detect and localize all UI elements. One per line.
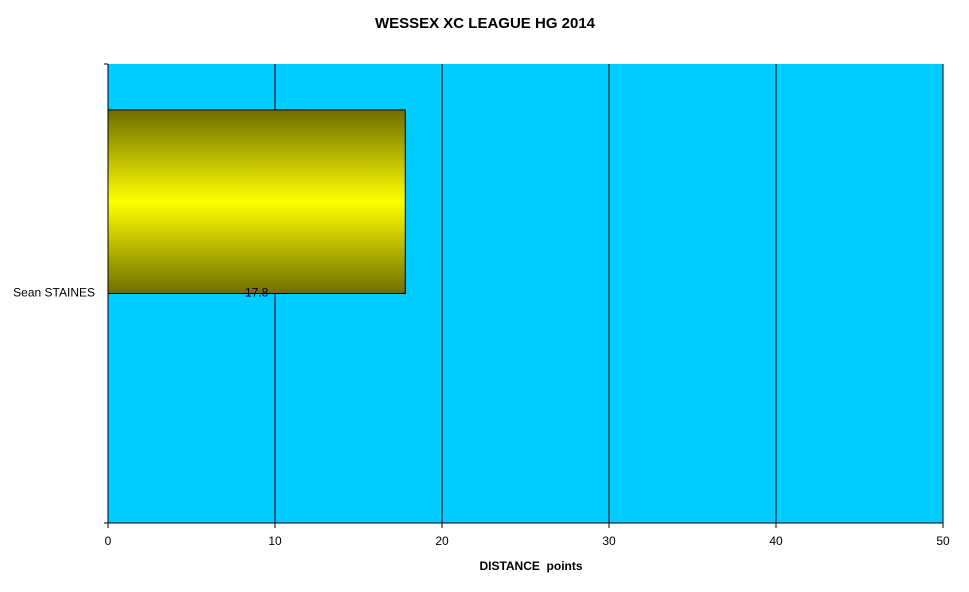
- bar: [107, 109, 406, 295]
- x-axis-label: DISTANCE points: [479, 559, 582, 573]
- x-tick-label: 10: [268, 534, 282, 548]
- x-tick-label: 40: [769, 534, 783, 548]
- data-label: 17.8: [245, 286, 269, 300]
- y-tick-label: Sean STAINES: [13, 286, 95, 300]
- x-tick-label: 20: [435, 534, 449, 548]
- x-tick-label: 50: [936, 534, 950, 548]
- x-tick-label: 30: [602, 534, 616, 548]
- x-tick-label: 0: [105, 534, 112, 548]
- chart-title: WESSEX XC LEAGUE HG 2014: [375, 15, 596, 32]
